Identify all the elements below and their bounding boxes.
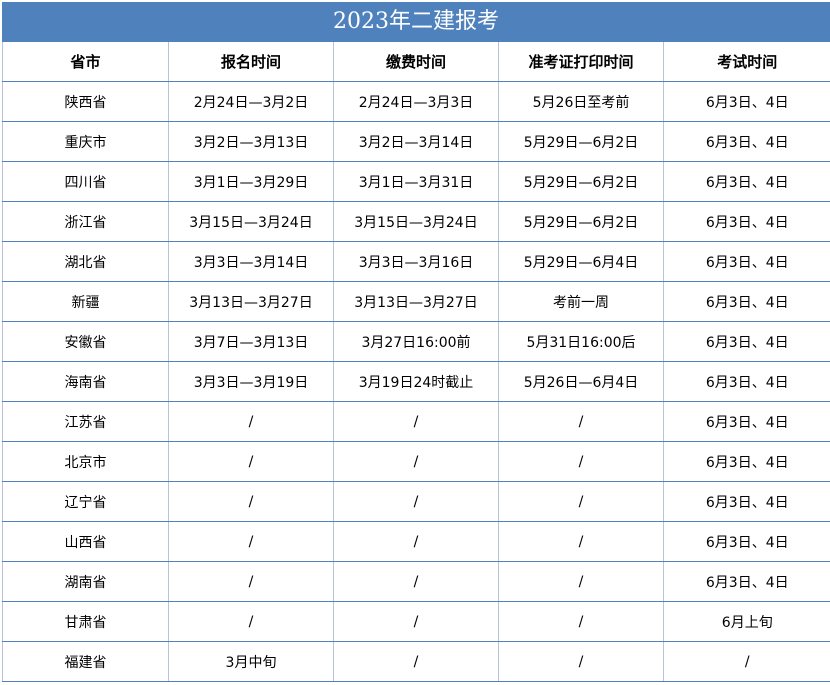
table-cell: 6月3日、4日: [663, 561, 830, 602]
table-cell: /: [333, 441, 499, 482]
table-cell: 3月1日—3月31日: [333, 161, 499, 202]
table-row: 江苏省 / //6月3日、4日: [2, 401, 830, 442]
table-cell: 5月26日至考前: [498, 81, 664, 122]
table-cell: 5月29日—6月4日: [498, 241, 664, 282]
table-row: 四川省 3月1日—3月29日 3月1日—3月31日 5月29日—6月2日 6月3日、4日: [2, 161, 830, 202]
table-cell: 5月29日—6月2日: [498, 121, 664, 162]
table-cell: 6月3日、4日: [663, 361, 830, 402]
table-cell: 6月3日、4日: [663, 161, 830, 202]
table-cell: /: [498, 641, 664, 682]
table-cell: /: [333, 561, 499, 602]
table-cell: 6月上旬: [663, 601, 830, 642]
column-header: 准考证打印时间: [498, 42, 664, 82]
column-header: 考试时间: [663, 42, 830, 82]
table-cell: 湖南省: [2, 561, 169, 602]
table-cell: 6月3日、4日: [663, 281, 830, 322]
table-cell: 6月3日、4日: [663, 441, 830, 482]
column-header: 报名时间: [168, 42, 334, 82]
table-cell: 6月3日、4日: [663, 81, 830, 122]
table-cell: /: [498, 521, 664, 562]
table-row: 陕西省 2月24日—3月2日 2月24日—3月3日 5月26日至考前 6月3日、4日: [2, 81, 830, 122]
exam-schedule-table: 省市 报名时间 缴费时间 准考证打印时间 考试时间 陕西省 2月24日—3月2日 2月24日…: [2, 42, 830, 682]
table-row: 湖南省 / //6月3日、4日: [2, 561, 830, 602]
table-cell: /: [168, 401, 334, 442]
table-cell: 考前一周: [498, 281, 664, 322]
table-row: 辽宁省 / //6月3日、4日: [2, 481, 830, 522]
table-cell: 海南省: [2, 361, 169, 402]
table-cell: /: [333, 401, 499, 442]
table-cell: 6月3日、4日: [663, 201, 830, 242]
table-cell: 甘肃省: [2, 601, 169, 642]
table-cell: /: [168, 601, 334, 642]
table-row: 海南省 3月3日—3月19日 3月19日24时截止 5月26日—6月4日 6月3日、4日: [2, 361, 830, 402]
table-cell: 3月3日—3月19日: [168, 361, 334, 402]
table-row: 重庆市 3月2日—3月13日 3月2日—3月14日 5月29日—6月2日 6月3日、4日: [2, 121, 830, 162]
table-row: 浙江省 3月15日—3月24日 3月15日—3月24日 5月29日—6月2日 6月3日、…: [2, 201, 830, 242]
table-row: 安徽省 3月7日—3月13日 3月27日16:00前 5月31日16:00后 6月3日、…: [2, 321, 830, 362]
table-cell: 江苏省: [2, 401, 169, 442]
table-cell: 湖北省: [2, 241, 169, 282]
table-cell: 3月13日—3月27日: [168, 281, 334, 322]
table-cell: 6月3日、4日: [663, 521, 830, 562]
table-cell: /: [498, 481, 664, 522]
table-cell: 5月31日16:00后: [498, 321, 664, 362]
table-cell: 3月19日24时截止: [333, 361, 499, 402]
table-cell: 辽宁省: [2, 481, 169, 522]
table-cell: /: [168, 561, 334, 602]
column-header: 缴费时间: [333, 42, 499, 82]
table-row: 湖北省 3月3日—3月14日 3月3日—3月16日 5月29日—6月4日 6月3日、4日: [2, 241, 830, 282]
table-cell: 3月3日—3月16日: [333, 241, 499, 282]
table-title: 2023年二建报考: [2, 2, 830, 42]
table-cell: 3月中旬: [168, 641, 334, 682]
table-cell: 6月3日、4日: [663, 121, 830, 162]
table-cell: 2月24日—3月2日: [168, 81, 334, 122]
table-row: 山西省 / //6月3日、4日: [2, 521, 830, 562]
column-header: 省市: [2, 42, 169, 82]
table-row: 新疆 3月13日—3月27日 3月13日—3月27日 考前一周 6月3日、4日: [2, 281, 830, 322]
table-cell: 3月15日—3月24日: [333, 201, 499, 242]
table-cell: /: [333, 601, 499, 642]
header-row: 省市 报名时间 缴费时间 准考证打印时间 考试时间: [2, 42, 830, 82]
table-cell: /: [168, 521, 334, 562]
table-cell: /: [333, 521, 499, 562]
table-cell: 安徽省: [2, 321, 169, 362]
table-cell: 6月3日、4日: [663, 321, 830, 362]
table-cell: 3月2日—3月14日: [333, 121, 499, 162]
table-cell: 3月3日—3月14日: [168, 241, 334, 282]
table-cell: 3月1日—3月29日: [168, 161, 334, 202]
table-cell: 重庆市: [2, 121, 169, 162]
table-cell: 3月15日—3月24日: [168, 201, 334, 242]
table-cell: 5月29日—6月2日: [498, 201, 664, 242]
table-cell: 陕西省: [2, 81, 169, 122]
table-cell: 5月26日—6月4日: [498, 361, 664, 402]
table-cell: 6月3日、4日: [663, 401, 830, 442]
table-cell: /: [333, 641, 499, 682]
table-cell: /: [168, 441, 334, 482]
table-cell: 6月3日、4日: [663, 241, 830, 282]
table-cell: 山西省: [2, 521, 169, 562]
table-cell: 2月24日—3月3日: [333, 81, 499, 122]
table-cell: 福建省: [2, 641, 169, 682]
table-row: 甘肃省 / //6月上旬: [2, 601, 830, 642]
table-cell: 四川省: [2, 161, 169, 202]
table-cell: 浙江省: [2, 201, 169, 242]
table-row: 北京市 / //6月3日、4日: [2, 441, 830, 482]
table-cell: /: [333, 481, 499, 522]
table-cell: 3月2日—3月13日: [168, 121, 334, 162]
table-cell: 新疆: [2, 281, 169, 322]
table-row: 福建省 3月中旬 / / /: [2, 641, 830, 682]
table-cell: 3月7日—3月13日: [168, 321, 334, 362]
table-cell: /: [498, 601, 664, 642]
table-cell: 北京市: [2, 441, 169, 482]
table-cell: /: [663, 641, 830, 682]
table-cell: /: [498, 561, 664, 602]
table-cell: 3月13日—3月27日: [333, 281, 499, 322]
table-cell: /: [498, 401, 664, 442]
table-cell: /: [168, 481, 334, 522]
table-cell: 5月29日—6月2日: [498, 161, 664, 202]
table-cell: /: [498, 441, 664, 482]
table-cell: 3月27日16:00前: [333, 321, 499, 362]
table-cell: 6月3日、4日: [663, 481, 830, 522]
